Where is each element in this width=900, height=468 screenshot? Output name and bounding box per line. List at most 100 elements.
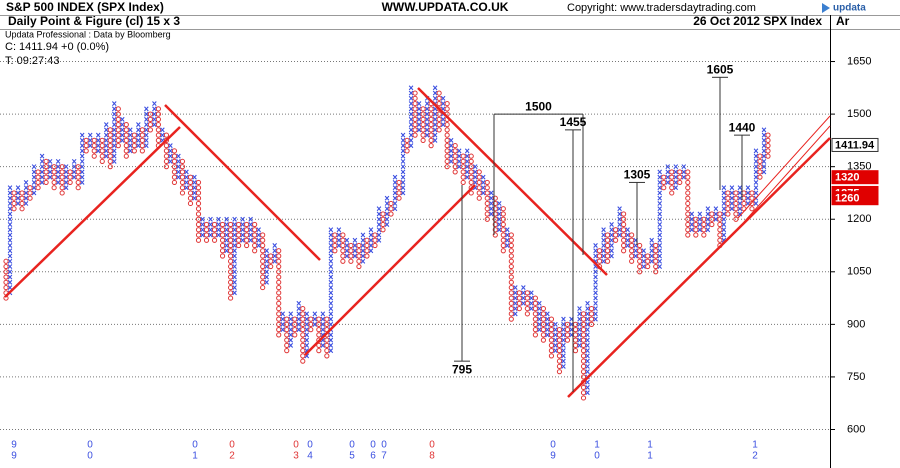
x-box [79,137,85,143]
x-box [745,190,751,196]
x-box [649,243,655,248]
x-box [633,253,638,259]
logo: updata [833,3,866,14]
o-box [564,327,571,333]
o-box [147,116,153,122]
o-box [412,106,418,112]
x-box [232,269,237,275]
o-box [300,358,306,364]
x-box [31,174,37,180]
x-box [521,295,526,301]
o-box [637,263,643,270]
o-box [717,221,723,228]
x-box [264,279,269,285]
o-box [260,274,266,280]
x-box [593,269,598,275]
o-box [500,248,506,254]
x-box [224,227,229,233]
x-box [625,237,630,243]
x-box [79,143,85,149]
o-box [276,321,282,327]
x-box [95,148,101,154]
o-box [444,158,450,165]
o-box [508,284,514,291]
o-box [131,148,137,154]
o-box [75,169,81,175]
x-box [296,316,302,322]
x-box [384,200,390,206]
x-box [376,227,382,233]
o-box [428,122,434,128]
x-box [400,137,406,143]
o-box [276,274,282,280]
o-box [604,258,611,264]
x-box [328,274,334,280]
x-box [39,153,45,159]
x-box [216,232,221,238]
x-box [200,216,205,222]
o-box [580,332,587,338]
x-box [63,169,69,175]
x-box [280,316,286,322]
x-box [296,300,302,306]
o-box [203,232,210,238]
o-box [604,232,611,238]
x-box [617,222,622,227]
x-box [593,311,598,317]
x-box [537,327,542,333]
x-box [424,132,430,138]
o-box [685,169,691,175]
o-box [621,211,627,217]
o-box [11,200,17,207]
o-box [621,248,627,254]
o-box [372,237,378,243]
x-box [95,137,101,143]
x-box [240,237,245,243]
x-box [416,111,422,117]
o-box [484,195,490,201]
o-box [11,206,17,212]
o-box [428,106,434,112]
o-box [107,148,113,154]
o-box [300,332,306,338]
o-box [292,332,298,338]
x-box [304,321,310,327]
targets: 1500 1455 1305 1605 1440 795 [452,62,756,392]
o-box [236,221,242,228]
o-box [19,200,25,207]
o-box [300,316,306,322]
x-box [577,306,582,312]
x-box [160,132,165,138]
o-box [91,148,97,154]
x-box [609,243,614,248]
o-box [733,190,739,196]
x-box [368,243,374,248]
x-box [224,216,229,222]
o-box [580,321,587,327]
o-box [725,200,731,207]
o-box [348,253,354,259]
x-box [184,179,189,185]
x-box [376,232,382,238]
o-box [244,242,250,249]
o-box [203,227,210,233]
o-box [693,216,699,222]
x-box [424,127,430,133]
x-box [296,321,302,327]
o-box [556,369,563,375]
x-box [513,290,518,296]
x-box [585,332,590,338]
o-box [677,169,683,175]
x-box [561,321,566,327]
x-box [657,258,663,264]
x-box [328,300,334,306]
x-box [601,237,606,243]
x-box [312,311,318,317]
x-box [344,253,350,259]
o-box [43,174,49,180]
o-box [364,248,370,254]
trend-line [304,184,476,356]
o-box [227,284,234,291]
marker-top: 0 [370,440,376,451]
x-box [633,248,638,254]
